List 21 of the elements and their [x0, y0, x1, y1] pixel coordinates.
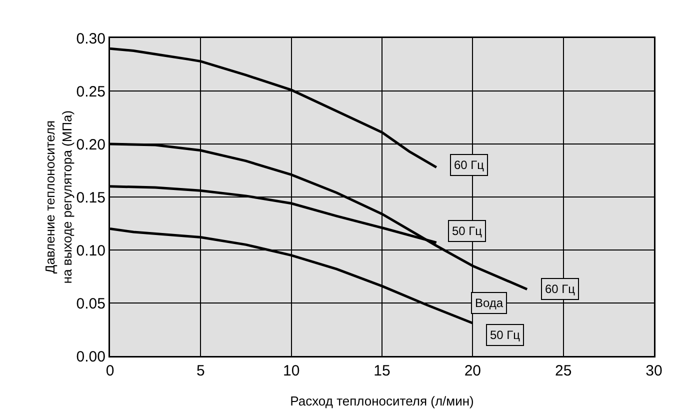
y-tick-label: 0.00	[76, 348, 106, 366]
x-tick-label: 15	[374, 362, 390, 380]
x-tick-label: 20	[464, 362, 482, 380]
x-tick-label: 25	[554, 362, 572, 380]
x-tick-label: 5	[196, 362, 205, 380]
annotation: 60 Гц	[545, 282, 576, 296]
y-tick-label: 0.10	[76, 242, 106, 260]
y-tick-label: 0.15	[76, 189, 106, 206]
annotation: Вода	[475, 296, 504, 310]
x-tick-label: 10	[282, 362, 300, 380]
annotation: 50 Гц	[490, 328, 520, 342]
annotation: 50 Гц	[452, 224, 482, 238]
y-tick-label: 0.05	[76, 295, 106, 312]
y-axis-title: Давление теплоносителя на выходе регулятора (МПа)	[42, 110, 74, 284]
x-tick-label: 30	[646, 362, 662, 380]
y-tick-label: 0.20	[76, 136, 106, 154]
annotation: 60 Гц	[454, 158, 484, 172]
y-tick-label: 0.25	[76, 83, 106, 100]
y-tick-label: 0.30	[76, 30, 106, 48]
x-tick-label: 0	[106, 362, 114, 380]
x-axis-title: Расход теплоносителя (л/мин)	[290, 394, 474, 408]
